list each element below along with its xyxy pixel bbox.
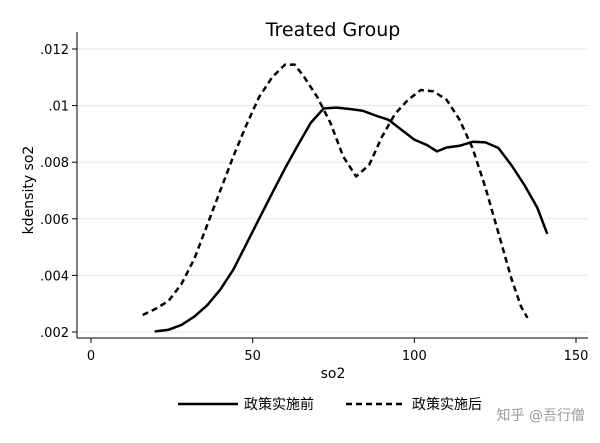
legend-label-series-2: 政策实施后: [412, 396, 482, 413]
axes: .002 .004 .006 .008 .01 .012 0 50 100 150: [40, 32, 588, 364]
watermark-text: 知乎 @吾行僧: [497, 407, 585, 424]
grid-lines: [77, 48, 588, 333]
x-tick-label-3: 150: [564, 349, 589, 364]
x-tick-label-2: 100: [402, 349, 427, 364]
series-lines: [142, 63, 549, 333]
x-tick-label-0: 0: [87, 349, 95, 364]
y-tick-label-1: .004: [40, 269, 69, 284]
y-tick-label-5: .012: [40, 43, 69, 58]
series-line-1: [154, 106, 549, 333]
legend: 政策实施前 政策实施后: [178, 396, 482, 413]
y-tick-label-2: .006: [40, 213, 69, 228]
chart-title: Treated Group: [265, 19, 401, 41]
series-line-2: [142, 63, 529, 319]
y-axis-label: kdensity so2: [21, 146, 37, 235]
y-tick-label-4: .01: [48, 100, 69, 115]
legend-label-series-1: 政策实施前: [244, 396, 314, 413]
y-tick-label-0: .002: [40, 326, 69, 341]
x-axis-label: so2: [321, 366, 346, 382]
y-tick-label-3: .008: [40, 156, 69, 171]
x-tick-label-1: 50: [244, 349, 261, 364]
